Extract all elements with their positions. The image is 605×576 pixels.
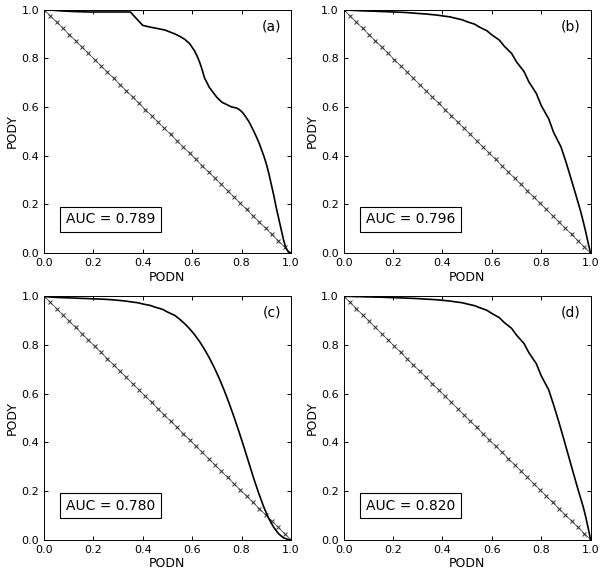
Text: (b): (b) [561, 20, 581, 33]
Y-axis label: PODY: PODY [5, 115, 19, 149]
Y-axis label: PODY: PODY [306, 115, 318, 149]
Text: AUC = 0.796: AUC = 0.796 [365, 212, 455, 226]
X-axis label: PODN: PODN [149, 271, 186, 284]
Text: AUC = 0.820: AUC = 0.820 [365, 499, 455, 513]
Text: AUC = 0.780: AUC = 0.780 [66, 499, 155, 513]
X-axis label: PODN: PODN [449, 271, 485, 284]
Y-axis label: PODY: PODY [306, 401, 318, 435]
Y-axis label: PODY: PODY [5, 401, 19, 435]
X-axis label: PODN: PODN [449, 558, 485, 570]
X-axis label: PODN: PODN [149, 558, 186, 570]
Text: AUC = 0.789: AUC = 0.789 [66, 212, 155, 226]
Text: (a): (a) [261, 20, 281, 33]
Text: (c): (c) [263, 306, 281, 320]
Text: (d): (d) [561, 306, 581, 320]
